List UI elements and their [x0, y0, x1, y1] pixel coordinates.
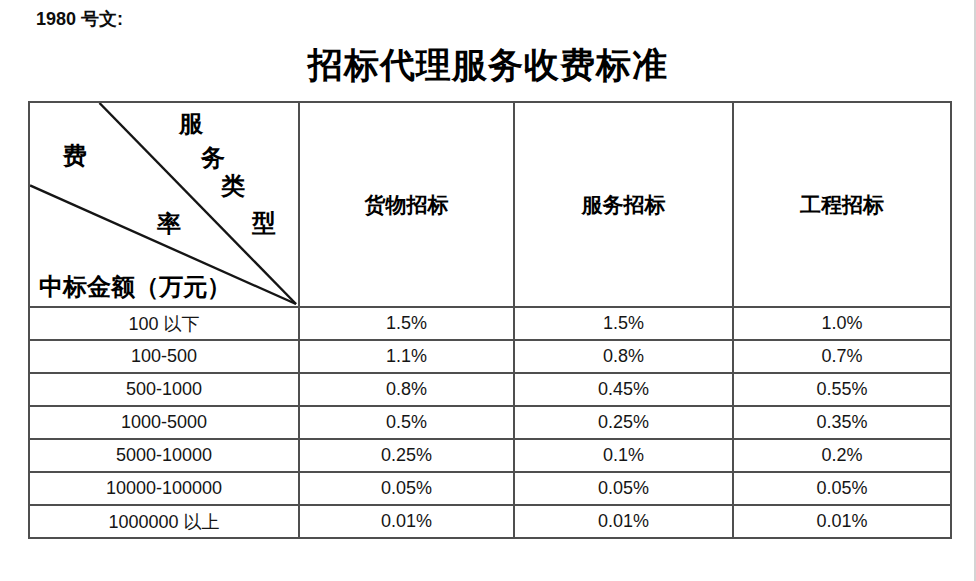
fee-value-cell: 0.05%: [733, 472, 951, 505]
fee-value-cell: 0.01%: [299, 505, 514, 538]
column-header-goods: 货物招标: [299, 102, 514, 307]
fee-value-cell: 0.5%: [299, 406, 514, 439]
column-header-service: 服务招标: [514, 102, 733, 307]
table-row: 500-1000 0.8% 0.45% 0.55%: [29, 373, 951, 406]
table-header-row: 服 务 类 型 费 率 中标金额（万元） 货物招标 服务招标 工程招标: [29, 102, 951, 307]
fee-table: 服 务 类 型 费 率 中标金额（万元） 货物招标 服务招标 工程招标 100 …: [28, 101, 952, 539]
row-label-cell: 100-500: [29, 340, 299, 373]
row-label-cell: 500-1000: [29, 373, 299, 406]
corner-service-type-char: 务: [201, 146, 225, 170]
table-row: 100 以下 1.5% 1.5% 1.0%: [29, 307, 951, 340]
fee-value-cell: 0.01%: [514, 505, 733, 538]
column-header-engineering: 工程招标: [733, 102, 951, 307]
fee-value-cell: 0.01%: [733, 505, 951, 538]
row-label-cell: 10000-100000: [29, 472, 299, 505]
fee-value-cell: 1.5%: [514, 307, 733, 340]
fee-value-cell: 0.1%: [514, 439, 733, 472]
fee-value-cell: 0.7%: [733, 340, 951, 373]
corner-amount-label: 中标金额（万元）: [39, 275, 231, 299]
fee-value-cell: 0.05%: [299, 472, 514, 505]
row-label-cell: 5000-10000: [29, 439, 299, 472]
fee-value-cell: 0.45%: [514, 373, 733, 406]
corner-header-cell: 服 务 类 型 费 率 中标金额（万元）: [29, 102, 299, 307]
row-label-cell: 1000000 以上: [29, 505, 299, 538]
table-row: 100-500 1.1% 0.8% 0.7%: [29, 340, 951, 373]
row-label-cell: 1000-5000: [29, 406, 299, 439]
fee-value-cell: 0.35%: [733, 406, 951, 439]
fee-value-cell: 0.25%: [299, 439, 514, 472]
corner-service-type-char: 型: [252, 211, 276, 235]
page-title: 招标代理服务收费标准: [0, 42, 976, 89]
fee-value-cell: 0.8%: [299, 373, 514, 406]
table-row: 5000-10000 0.25% 0.1% 0.2%: [29, 439, 951, 472]
fee-value-cell: 0.2%: [733, 439, 951, 472]
corner-service-type-char: 服: [179, 112, 203, 136]
fee-value-cell: 1.0%: [733, 307, 951, 340]
fee-value-cell: 0.8%: [514, 340, 733, 373]
row-label-cell: 100 以下: [29, 307, 299, 340]
table-row: 1000-5000 0.5% 0.25% 0.35%: [29, 406, 951, 439]
fee-value-cell: 0.55%: [733, 373, 951, 406]
fee-value-cell: 1.1%: [299, 340, 514, 373]
fee-value-cell: 1.5%: [299, 307, 514, 340]
doc-number: 1980 号文:: [36, 7, 123, 31]
corner-service-type-char: 类: [221, 174, 245, 198]
corner-rate-char: 率: [157, 212, 181, 236]
table-row: 10000-100000 0.05% 0.05% 0.05%: [29, 472, 951, 505]
fee-value-cell: 0.05%: [514, 472, 733, 505]
corner-rate-char: 费: [63, 144, 87, 168]
fee-value-cell: 0.25%: [514, 406, 733, 439]
table-row: 1000000 以上 0.01% 0.01% 0.01%: [29, 505, 951, 538]
